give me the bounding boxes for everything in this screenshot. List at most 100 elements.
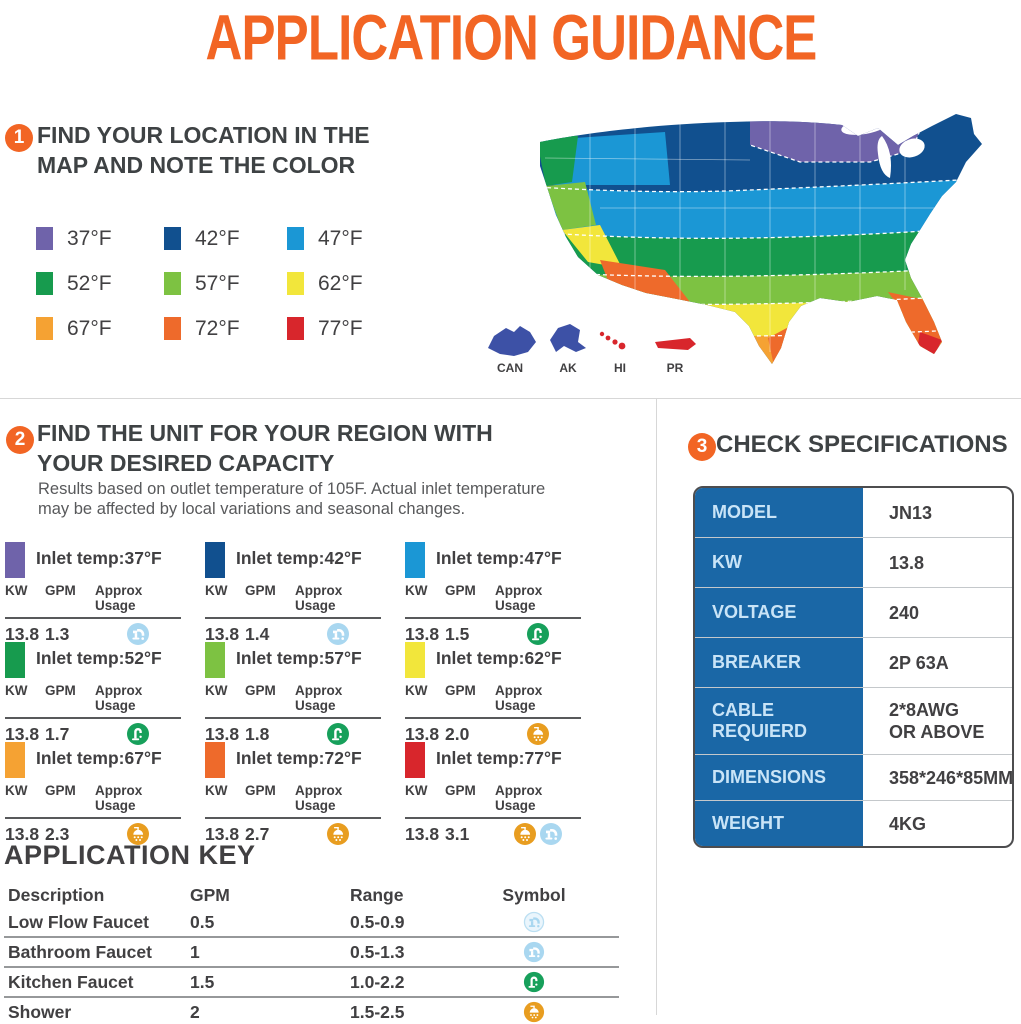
spec-value: 2*8AWG OR ABOVE <box>889 700 985 742</box>
key-description: Low Flow Faucet <box>8 911 149 932</box>
inlet-temp-block-62: Inlet temp:62°F KW GPM Approx Usage 13.8 2.… <box>405 642 593 742</box>
hawaii-shape <box>599 331 626 350</box>
key-gpm: 2 <box>190 1001 200 1022</box>
color-swatch <box>287 317 304 340</box>
specifications-table: MODEL JN13 KW 13.8 VOLTAGE 240 BREAKER 2P 63… <box>693 486 1014 848</box>
inlet-temp-block-77: Inlet temp:77°F KW GPM Approx Usage 13.8 3.… <box>405 742 593 842</box>
gpm-value: 1.8 <box>245 723 270 744</box>
section2-subtitle-line2: may be affected by local variations and … <box>38 500 466 518</box>
legend-temp-label: 42°F <box>195 226 240 250</box>
spec-label: CABLE REQUIERD <box>695 688 863 754</box>
legend-temp-label: 37°F <box>67 226 112 250</box>
inlet-temp-block-57: Inlet temp:57°F KW GPM Approx Usage 13.8 1.… <box>205 642 393 742</box>
kw-value: 13.8 <box>5 823 40 844</box>
application-key-title: APPLICATION KEY <box>4 840 256 870</box>
us-temperature-map: CAN AK HI PR <box>488 114 982 375</box>
temp-color-swatch <box>405 542 425 578</box>
page-title: APPLICATION GUIDANCE <box>205 2 817 74</box>
spec-value: 4KG <box>889 813 927 834</box>
spec-value: 13.8 <box>889 552 925 573</box>
spec-value: JN13 <box>889 502 933 523</box>
kw-value: 13.8 <box>205 823 240 844</box>
temp-color-swatch <box>5 542 25 578</box>
inlet-temp-label: Inlet temp:52°F <box>36 648 162 668</box>
section2-title-line1: FIND THE UNIT FOR YOUR REGION WITH <box>37 420 493 446</box>
key-row-bathroom-faucet: Bathroom Faucet 1 0.5-1.3 <box>4 938 619 968</box>
section3-title: CHECK SPECIFICATIONS <box>716 431 1008 458</box>
inlet-temp-label: Inlet temp:47°F <box>436 548 562 568</box>
inlet-temp-label: Inlet temp:57°F <box>236 648 362 668</box>
low-flow-faucet-icon <box>523 911 545 933</box>
key-description: Kitchen Faucet <box>8 971 134 992</box>
legend-temp-label: 52°F <box>67 271 112 295</box>
gpm-value: 3.1 <box>445 823 470 844</box>
bathroom-faucet-icon <box>523 941 545 963</box>
inlet-temp-block-67: Inlet temp:67°F KW GPM Approx Usage 13.8 2.… <box>5 742 193 842</box>
shower-icon <box>523 1001 545 1023</box>
kw-value: 13.8 <box>5 623 40 644</box>
section2-subtitle: Results based on outlet temperature of 1… <box>38 479 545 519</box>
legend-item: 52°F <box>36 261 164 306</box>
step-1-badge: 1 <box>5 124 33 152</box>
spec-value: 240 <box>889 602 920 623</box>
inlet-temp-grid: Inlet temp:37°F KW GPM Approx Usage 13.8 1.… <box>5 542 605 842</box>
temp-color-swatch <box>205 742 225 778</box>
temp-color-swatch <box>205 642 225 678</box>
key-gpm: 1.5 <box>190 971 215 992</box>
temp-color-swatch <box>405 642 425 678</box>
gpm-value: 2.7 <box>245 823 270 844</box>
kw-value: 13.8 <box>405 723 440 744</box>
legend-temp-label: 47°F <box>318 226 363 250</box>
spec-row-model: MODEL JN13 <box>695 488 1012 538</box>
inlet-temp-block-72: Inlet temp:72°F KW GPM Approx Usage 13.8 2.… <box>205 742 393 842</box>
spec-row-dimensions: DIMENSIONS 358*246*85MM <box>695 755 1012 801</box>
spec-row-cable: CABLE REQUIERD 2*8AWG OR ABOVE <box>695 688 1012 755</box>
step-2-badge: 2 <box>6 426 34 454</box>
block-column-headers: KW GPM Approx Usage <box>405 783 581 819</box>
temp-color-swatch <box>405 742 425 778</box>
inlet-temp-label: Inlet temp:42°F <box>236 548 362 568</box>
shower-icon <box>326 822 350 846</box>
key-header-range: Range <box>350 884 404 905</box>
gpm-value: 1.4 <box>245 623 270 644</box>
temp-color-swatch <box>5 742 25 778</box>
horizontal-divider <box>0 398 1021 399</box>
step-3-badge: 3 <box>688 433 716 461</box>
key-range: 0.5-0.9 <box>350 911 405 932</box>
gpm-value: 1.5 <box>445 623 470 644</box>
section2-title: FIND THE UNIT FOR YOUR REGION WITH YOUR … <box>37 418 493 478</box>
inlet-temp-label: Inlet temp:77°F <box>436 748 562 768</box>
shower-icon <box>513 822 537 846</box>
section2-subtitle-line1: Results based on outlet temperature of 1… <box>38 480 546 498</box>
block-column-headers: KW GPM Approx Usage <box>205 683 381 719</box>
kw-value: 13.8 <box>405 823 440 844</box>
inlet-temp-block-42: Inlet temp:42°F KW GPM Approx Usage 13.8 1.… <box>205 542 393 642</box>
inlet-temp-label: Inlet temp:37°F <box>36 548 162 568</box>
legend-temp-label: 62°F <box>318 271 363 295</box>
key-description: Bathroom Faucet <box>8 941 152 962</box>
block-column-headers: KW GPM Approx Usage <box>205 583 381 619</box>
legend-item: 37°F <box>36 216 164 261</box>
legend-item: 42°F <box>164 216 287 261</box>
canada-label: CAN <box>497 361 523 375</box>
legend-item: 57°F <box>164 261 287 306</box>
spec-label: VOLTAGE <box>695 588 863 637</box>
kw-value: 13.8 <box>205 623 240 644</box>
gpm-value: 1.3 <box>45 623 70 644</box>
spec-label: DIMENSIONS <box>695 755 863 800</box>
key-header-description: Description <box>8 884 105 905</box>
inlet-temp-block-37: Inlet temp:37°F KW GPM Approx Usage 13.8 1.… <box>5 542 193 642</box>
block-column-headers: KW GPM Approx Usage <box>405 683 581 719</box>
section2-title-line2: YOUR DESIRED CAPACITY <box>37 450 335 476</box>
temperature-legend: 37°F 42°F 47°F 52°F 57°F 62°F 67°F 72°F … <box>36 216 407 351</box>
temp-color-swatch <box>205 542 225 578</box>
section1-title-line2: MAP AND NOTE THE COLOR <box>37 152 356 178</box>
block-column-headers: KW GPM Approx Usage <box>5 683 181 719</box>
legend-item: 62°F <box>287 261 407 306</box>
color-swatch <box>287 227 304 250</box>
alaska-shape <box>550 324 586 352</box>
hawaii-label: HI <box>614 361 626 375</box>
inlet-temp-block-52: Inlet temp:52°F KW GPM Approx Usage 13.8 1.… <box>5 642 193 742</box>
block-column-headers: KW GPM Approx Usage <box>5 583 181 619</box>
